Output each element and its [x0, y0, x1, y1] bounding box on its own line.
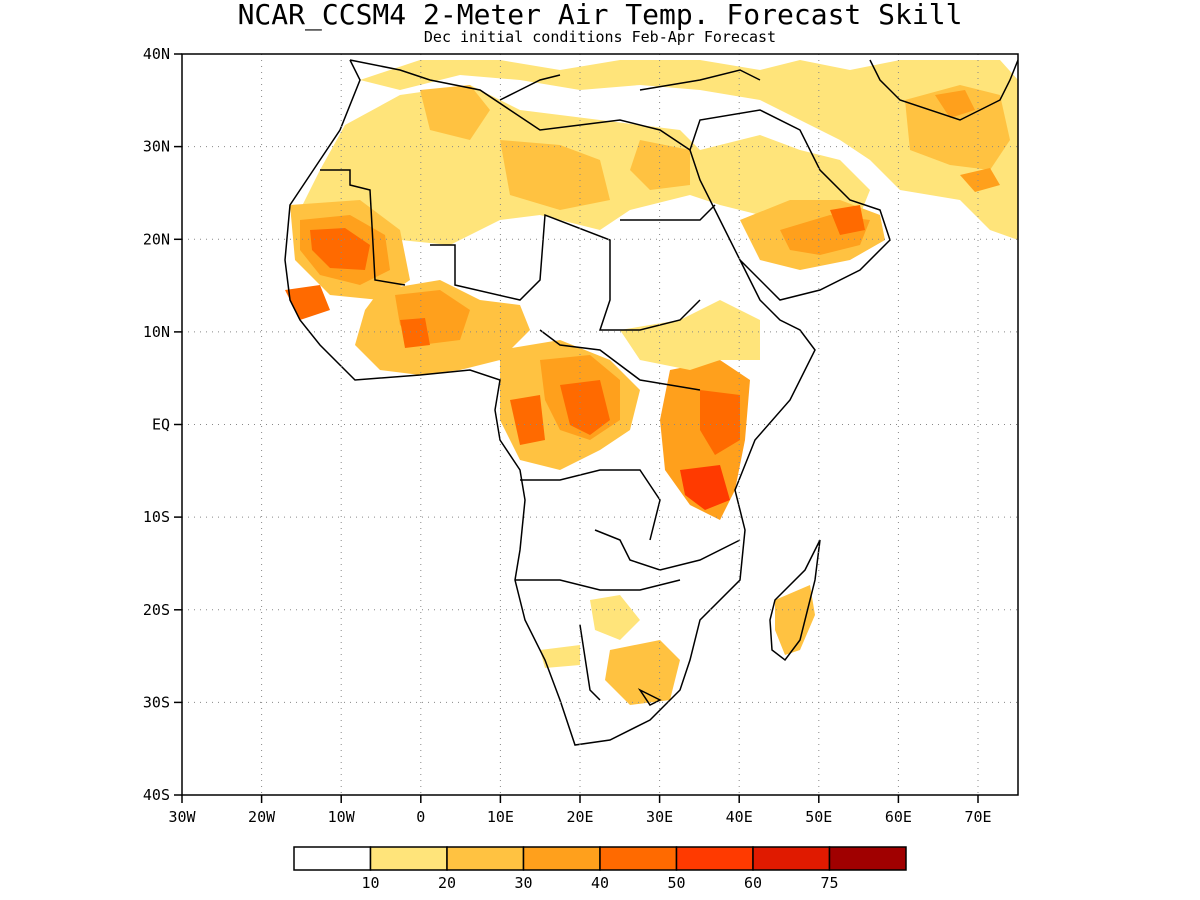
coastlines — [284, 59, 1018, 746]
colorbar-swatch — [522, 846, 601, 871]
lat-tick-label: 30S — [143, 693, 170, 711]
gridlines — [182, 54, 1018, 795]
map-subtitle: Dec initial conditions Feb-Apr Forecast — [423, 28, 777, 46]
lon-tick-labels: 30W 20W 10W 0 10E 20E 30E 40E 50E 60E 70… — [168, 808, 991, 826]
lat-tick-label: 40N — [143, 45, 170, 63]
lat-tick-label: 20S — [143, 601, 170, 619]
lon-tick-label: 30W — [168, 808, 196, 826]
colorbar-label: 60 — [744, 874, 762, 892]
lon-tick-label: 70E — [964, 808, 991, 826]
colorbar: 10 20 30 40 50 60 75 — [293, 846, 907, 892]
skill-shading — [285, 60, 1018, 705]
lat-tick-label: 40S — [143, 786, 170, 804]
map-title: NCAR_CCSM4 2-Meter Air Temp. Forecast Sk… — [237, 0, 963, 31]
lon-tick-label: 0 — [416, 808, 425, 826]
colorbar-label: 40 — [591, 874, 609, 892]
lon-tick-label: 30E — [646, 808, 673, 826]
axis-ticks — [174, 53, 979, 803]
lon-tick-label: 40E — [726, 808, 753, 826]
lat-tick-label: 20N — [143, 230, 170, 248]
colorbar-label: 50 — [667, 874, 685, 892]
colorbar-swatch — [446, 846, 525, 871]
lon-tick-label: 10W — [328, 808, 356, 826]
colorbar-label: 75 — [820, 874, 838, 892]
lat-tick-label: 10N — [143, 323, 170, 341]
colorbar-swatch — [752, 846, 831, 871]
colorbar-swatch — [828, 846, 907, 871]
colorbar-label: 20 — [438, 874, 456, 892]
colorbar-swatch — [675, 846, 754, 871]
lon-tick-label: 20E — [566, 808, 593, 826]
lat-tick-label: 10S — [143, 508, 170, 526]
colorbar-label: 10 — [361, 874, 379, 892]
colorbar-label: 30 — [514, 874, 532, 892]
lon-tick-label: 60E — [885, 808, 912, 826]
lon-tick-label: 10E — [487, 808, 514, 826]
colorbar-swatch — [599, 846, 678, 871]
lon-tick-label: 50E — [805, 808, 832, 826]
colorbar-swatch — [369, 846, 448, 871]
lon-tick-label: 20W — [248, 808, 276, 826]
lat-tick-label: EQ — [152, 416, 170, 434]
lat-tick-label: 30N — [143, 138, 170, 156]
colorbar-swatch — [293, 846, 372, 871]
lat-tick-labels: 40N 30N 20N 10N EQ 10S 20S 30S 40S — [143, 45, 170, 804]
